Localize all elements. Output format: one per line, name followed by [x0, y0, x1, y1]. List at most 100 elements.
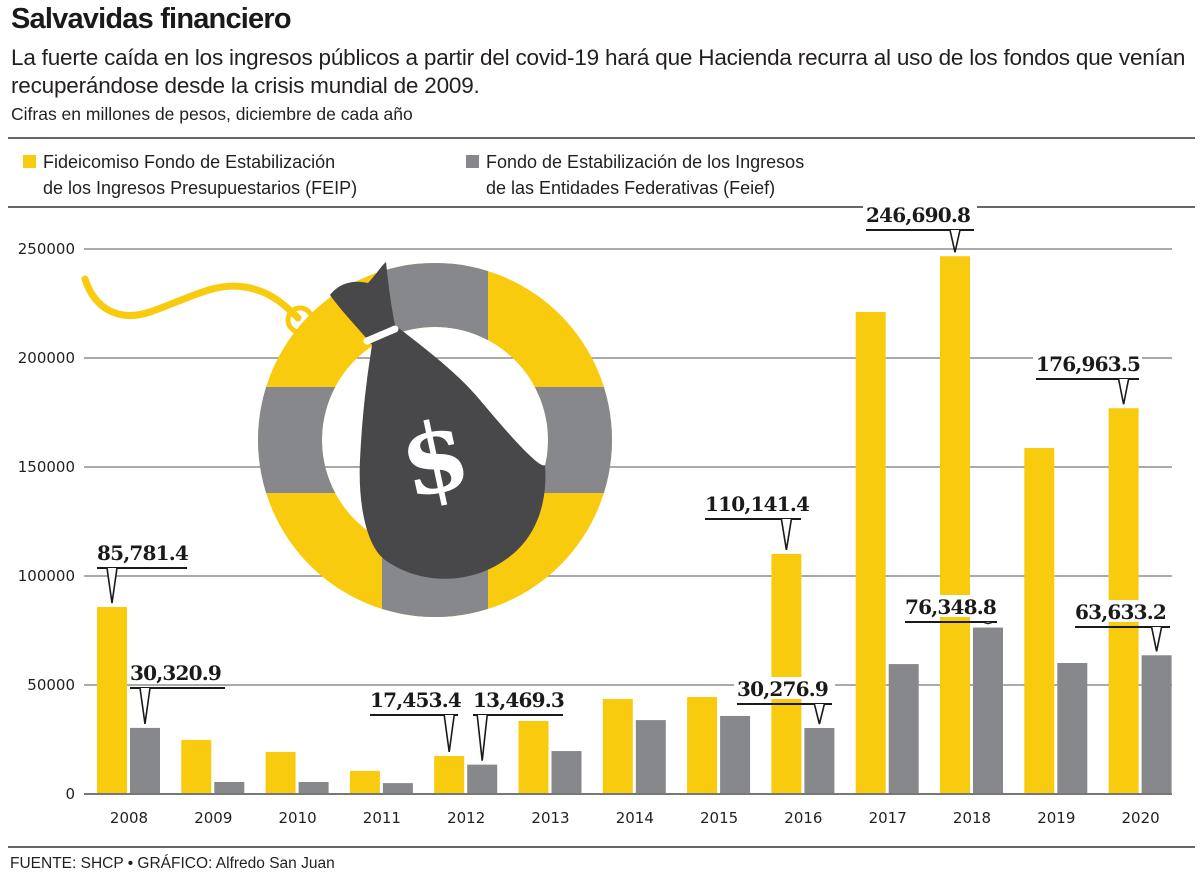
- callout-background: [702, 492, 804, 514]
- x-tick-label: 2012: [447, 809, 485, 827]
- bars: [97, 256, 1172, 794]
- callout-background: [734, 677, 835, 699]
- value-annotations: 85,781.4 30,320.9 17,453.4 13,469.3 110,141.…: [94, 203, 1173, 761]
- value-callout: 246,690.8: [863, 203, 977, 253]
- header-divider: [8, 137, 1195, 139]
- x-tick-label: 2019: [1037, 809, 1075, 827]
- bar-feip: [518, 720, 549, 794]
- x-tick-label: 2015: [700, 809, 738, 827]
- gridlines: [84, 248, 1172, 686]
- callout-pointer: [813, 703, 826, 725]
- bag-tie-icon: [363, 325, 399, 345]
- callout-background: [94, 541, 190, 563]
- value-callout: 176,963.5: [1033, 352, 1142, 405]
- chart-subtitle: La fuerte caída en los ingresos públicos…: [11, 45, 1186, 98]
- value-label: 246,690.8: [866, 203, 970, 227]
- x-tick-label: 2020: [1122, 809, 1160, 827]
- legend-item-feip: Fideicomiso Fondo de Estabilización de l…: [23, 149, 357, 201]
- value-label: 176,963.5: [1036, 352, 1140, 376]
- chart-title: Salvavidas financiero: [11, 3, 292, 35]
- bar-feief: [214, 782, 245, 794]
- bar-feief: [804, 727, 835, 794]
- callout-pointer: [106, 567, 118, 604]
- y-tick-label: 0: [65, 785, 75, 803]
- callout-pointer: [1150, 626, 1163, 652]
- x-tick-label: 2010: [279, 809, 317, 827]
- value-callout: 63,633.2: [1072, 600, 1173, 652]
- y-axis: 0 50000 100000 150000 200000 250000: [18, 240, 75, 803]
- bar-feief: [1057, 662, 1088, 794]
- y-tick-label: 100000: [18, 567, 75, 585]
- bar-feip: [602, 698, 633, 794]
- rope-icon: [81, 275, 302, 322]
- bar-feief: [467, 764, 498, 794]
- legend-divider: [8, 206, 1195, 208]
- y-tick-label: 50000: [27, 676, 75, 694]
- lifebuoy-money-bag-illustration: $: [81, 262, 612, 617]
- callout-background: [367, 688, 461, 710]
- value-callout: 76,348.8: [902, 595, 1000, 625]
- callout-pointer: [982, 621, 994, 625]
- bar-feip: [771, 553, 802, 794]
- callout-background: [127, 661, 228, 683]
- callout-background: [1033, 352, 1142, 374]
- value-callout: 30,276.9: [734, 677, 835, 725]
- units-note: Cifras en millones de pesos, diciembre d…: [11, 104, 413, 124]
- x-tick-label: 2008: [110, 809, 148, 827]
- bar-feief: [635, 720, 666, 794]
- value-label: 110,141.4: [705, 492, 810, 516]
- legend-swatch-feip: [23, 155, 36, 168]
- x-tick-label: 2017: [869, 809, 907, 827]
- callout-pointer: [139, 687, 151, 725]
- callout-pointer: [780, 518, 793, 551]
- bar-feief: [298, 782, 329, 794]
- x-tick-label: 2014: [616, 809, 654, 827]
- x-tick-label: 2011: [363, 809, 401, 827]
- bar-feief: [1141, 655, 1172, 794]
- bar-feip: [687, 696, 718, 794]
- value-label: 85,781.4: [97, 541, 189, 565]
- bar-feip: [855, 312, 886, 794]
- x-axis: 2008 2009 2010 2011 2012 2013 2014 2015 2016 2017…: [110, 809, 1160, 827]
- callout-pointer: [443, 714, 455, 753]
- y-tick-label: 150000: [18, 458, 75, 476]
- bar-feip: [349, 770, 380, 794]
- bar-feief: [973, 627, 1003, 794]
- callout-pointer: [1117, 378, 1130, 405]
- callout-background: [902, 595, 1000, 617]
- bar-feief: [130, 727, 160, 794]
- x-tick-label: 2016: [784, 809, 822, 827]
- bar-feip: [940, 256, 970, 794]
- value-label: 17,453.4: [370, 688, 462, 712]
- value-callout: 13,469.3: [470, 688, 566, 761]
- value-callout: 17,453.4: [367, 688, 463, 753]
- legend-item-feief: Fondo de Estabilización de los Ingresos …: [466, 149, 804, 201]
- callout-pointer: [476, 714, 488, 761]
- x-tick-label: 2009: [194, 809, 232, 827]
- legend-label-feief: Fondo de Estabilización de los Ingresos …: [486, 152, 805, 198]
- bar-feip: [265, 751, 296, 794]
- legend-label-feip: Fideicomiso Fondo de Estabilización de l…: [43, 152, 358, 198]
- x-tick-label: 2018: [953, 809, 991, 827]
- callout-pointer: [949, 229, 961, 253]
- bar-feief: [551, 751, 582, 794]
- bar-feip: [181, 739, 212, 794]
- x-tick-label: 2013: [531, 809, 569, 827]
- callout-background: [1072, 600, 1173, 622]
- bar-feip: [97, 606, 127, 794]
- value-label: 76,348.8: [905, 595, 996, 619]
- money-bag-icon: [330, 262, 546, 579]
- bar-feief: [888, 664, 919, 794]
- legend-swatch-feief: [466, 155, 479, 168]
- y-tick-label: 200000: [18, 349, 75, 367]
- value-label: 13,469.3: [473, 688, 564, 712]
- callout-background: [470, 688, 566, 710]
- bar-feip: [434, 755, 465, 794]
- value-callout: 30,320.9: [127, 661, 228, 725]
- callout-background: [863, 203, 977, 225]
- source-credit: FUENTE: SHCP • GRÁFICO: Alfredo San Juan: [10, 855, 335, 872]
- bar-feief: [720, 715, 751, 794]
- y-tick-label: 250000: [18, 240, 75, 258]
- bar-feip: [1024, 448, 1055, 794]
